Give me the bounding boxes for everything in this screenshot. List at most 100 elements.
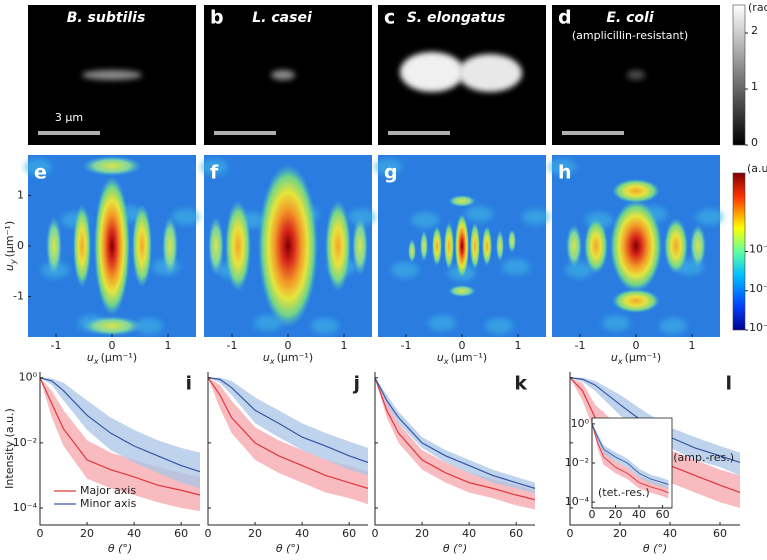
x-tick-label: 0: [205, 527, 212, 540]
label-unit: (μm⁻¹): [625, 351, 662, 364]
label-symbol: u: [611, 351, 618, 364]
colorbar-tick-label: 1: [751, 80, 758, 93]
x-tick-label: 0: [109, 339, 116, 352]
x-tick-label: 0: [372, 527, 379, 540]
speckle: [24, 159, 52, 175]
x-axis-label: θ (°): [643, 542, 667, 555]
panel-letter: d: [558, 7, 572, 29]
colorbar-tick-label: 10⁻⁶: [749, 321, 767, 334]
y-axis-label: Intensity (a.u.): [3, 408, 16, 489]
x-tick-label: -1: [401, 339, 412, 352]
speckle: [172, 209, 200, 225]
intensity-lobe: [94, 176, 130, 316]
x-tick-label: 40: [295, 527, 309, 540]
colorbar-tick-label: 10⁻²: [749, 243, 767, 256]
error-band: [570, 377, 740, 508]
speckle: [374, 159, 402, 175]
label-unit: (μm⁻¹): [451, 351, 488, 364]
error-band: [375, 377, 535, 510]
x-axis-label: θ (°): [443, 542, 467, 555]
label-symbol: u: [87, 351, 94, 364]
x-tick-label: 20: [609, 508, 623, 521]
speckle: [428, 315, 456, 331]
y-axis-label: uy(μm⁻¹): [3, 221, 18, 271]
panel-letter: f: [210, 162, 219, 184]
intensity-lobe: [566, 224, 582, 268]
line: [374, 377, 536, 489]
x-tick-label: 60: [656, 508, 670, 521]
label-subscript: x: [443, 357, 449, 366]
label-symbol: u: [437, 351, 444, 364]
speckle: [135, 318, 163, 334]
intensity-lobe: [208, 216, 224, 276]
intensity-lobe: [455, 214, 469, 278]
line: [39, 377, 201, 473]
legend-label: Major axis: [80, 484, 136, 497]
x-tick-label: 60: [713, 527, 727, 540]
x-axis-label: ux (μm⁻¹): [437, 351, 487, 366]
x-axis-label: θ (°): [108, 542, 132, 555]
line: [591, 423, 669, 485]
panel-letter: e: [34, 162, 47, 184]
cell: [82, 70, 142, 80]
intensity-lobe: [448, 195, 476, 207]
x-tick-label: 40: [462, 527, 476, 540]
intensity-lobe: [664, 218, 688, 274]
inset-annotation: (tet.-res.): [598, 486, 650, 499]
label-subscript: x: [93, 357, 99, 366]
line: [207, 377, 369, 464]
label-subscript: x: [269, 357, 275, 366]
panel-subtitle: (amplicillin-resistant): [572, 29, 688, 42]
intensity-lobe: [610, 200, 662, 292]
x-tick-label: 60: [509, 527, 523, 540]
x-axis-label: ux (μm⁻¹): [87, 351, 137, 366]
cell: [458, 54, 522, 92]
x-tick-label: 20: [613, 527, 627, 540]
x-tick-label: 0: [285, 339, 292, 352]
line: [591, 423, 669, 494]
x-tick-label: 1: [341, 339, 348, 352]
intensity-lobe: [352, 216, 368, 276]
y-tick-label: -1: [13, 290, 24, 303]
label-symbol: u: [3, 264, 16, 271]
intensity-lobe: [325, 200, 351, 292]
x-tick-label: 60: [174, 527, 188, 540]
intensity-lobe: [508, 229, 516, 253]
error-band: [208, 377, 368, 505]
panel-letter: k: [514, 373, 527, 395]
y-tick-label: 10⁻⁴: [565, 495, 590, 508]
panel-title: S. elongatus: [407, 10, 506, 26]
intensity-lobe: [470, 222, 480, 270]
intensity-lobe: [408, 239, 416, 263]
speckle: [411, 212, 439, 228]
annotation: (amp.-res.): [673, 451, 734, 464]
colorbar-tick-label: 10⁻⁴: [749, 282, 767, 295]
cell: [271, 70, 295, 80]
intensity-lobe: [584, 218, 608, 274]
intensity-lobe: [258, 164, 318, 328]
panel-letter: g: [384, 162, 398, 184]
intensity-lobe: [448, 285, 476, 297]
colorbar-label: (rad): [748, 1, 767, 14]
speckle: [659, 318, 687, 334]
x-tick-label: -1: [575, 339, 586, 352]
panel-letter: b: [210, 7, 224, 29]
panel-title: B. subtilis: [67, 10, 146, 26]
label-unit: (μm⁻¹): [277, 351, 314, 364]
y-tick-label: 10⁰: [19, 371, 38, 384]
x-tick-label: 0: [459, 339, 466, 352]
x-tick-label: 0: [567, 527, 574, 540]
colorbar: [732, 4, 746, 146]
line: [374, 377, 536, 501]
intensity-lobe: [162, 216, 178, 276]
intensity-lobe: [612, 289, 660, 313]
speckle: [548, 159, 576, 175]
panel-title: E. coli: [606, 10, 653, 26]
x-tick-label: -1: [51, 339, 62, 352]
speckle: [602, 315, 630, 331]
y-tick-label: 0: [17, 239, 24, 252]
intensity-lobe: [132, 204, 152, 288]
x-tick-label: 20: [248, 527, 262, 540]
label-unit: (μm⁻¹): [101, 351, 138, 364]
speckle: [502, 259, 530, 275]
